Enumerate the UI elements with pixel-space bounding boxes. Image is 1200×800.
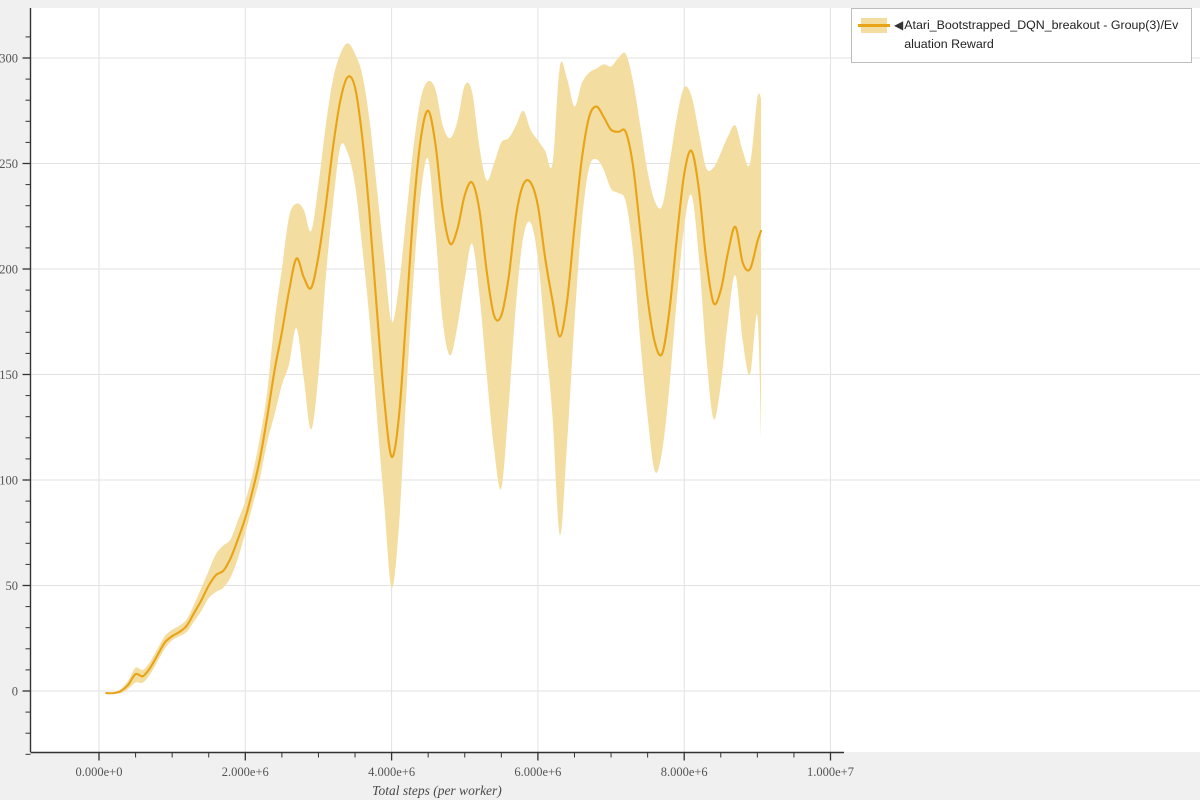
confidence-band	[106, 43, 762, 694]
y-tick-label: 0	[12, 685, 18, 699]
tick-labels: 0 50 100 150 200 250 300 0.000e+0 2.000e+6 4.000e…	[0, 52, 854, 780]
y-tick-label: 150	[0, 368, 18, 382]
legend-line-sample	[858, 24, 890, 27]
y-tick-label: 300	[0, 52, 18, 66]
x-tick-label: 1.000e+7	[807, 765, 854, 779]
legend-entry-label: Atari_Bootstrapped_DQN_breakout - Group(…	[904, 18, 1179, 51]
y-tick-label: 200	[0, 263, 18, 277]
y-tick-label: 50	[6, 579, 19, 593]
series-line	[105, 75, 763, 695]
y-tick-label: 250	[0, 157, 18, 171]
y-tick-label: 100	[0, 474, 18, 488]
x-tick-label: 4.000e+6	[368, 765, 415, 779]
legend-triangle-icon: ◀	[894, 18, 904, 32]
x-tick-label: 6.000e+6	[514, 765, 561, 779]
legend-color-swatch	[858, 18, 890, 33]
x-tick-label: 0.000e+0	[76, 765, 123, 779]
chart-legend[interactable]: ◀ Atari_Bootstrapped_DQN_breakout - Grou…	[851, 8, 1192, 63]
x-tick-label: 8.000e+6	[661, 765, 708, 779]
axes	[22, 8, 844, 761]
x-tick-label: 2.000e+6	[222, 765, 269, 779]
x-axis-title: Total steps (per worker)	[372, 783, 502, 798]
